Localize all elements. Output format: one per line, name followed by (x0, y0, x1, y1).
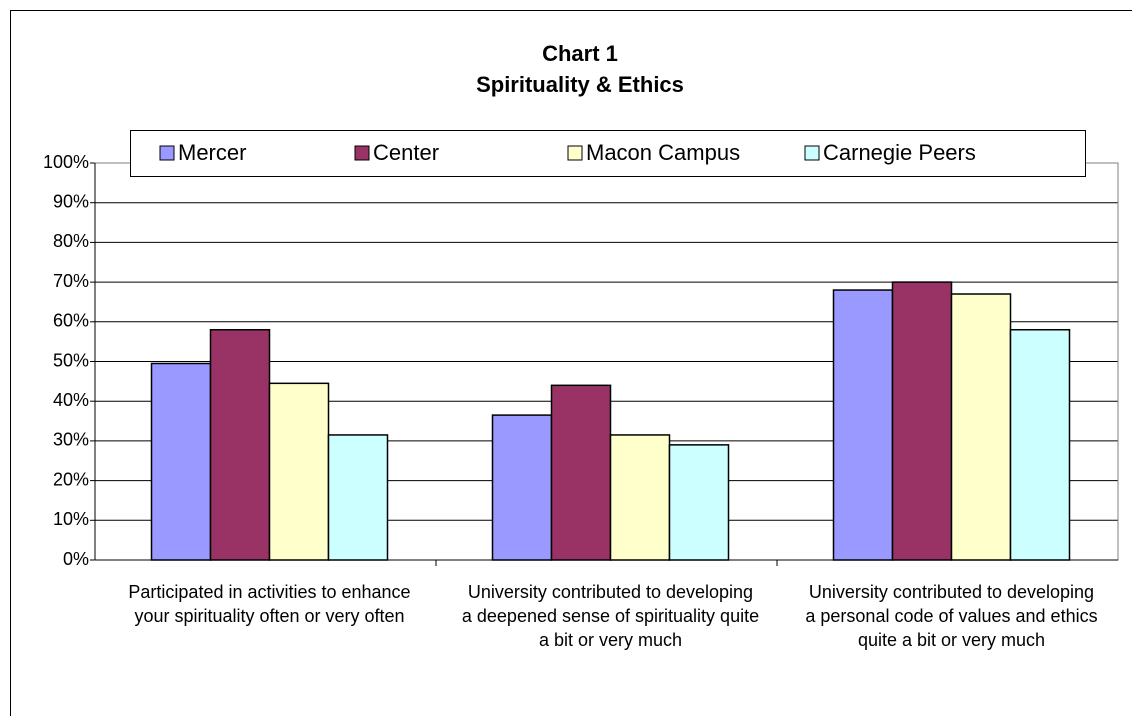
y-tick-label: 60% (53, 311, 89, 331)
y-tick-label: 30% (53, 430, 89, 450)
chart-subtitle: Spirituality & Ethics (476, 72, 684, 97)
chart-border (10, 10, 1132, 716)
y-tick-label: 100% (43, 152, 89, 172)
legend-label: Center (373, 140, 439, 165)
legend-label: Macon Campus (586, 140, 740, 165)
y-tick-label: 10% (53, 509, 89, 529)
bar (609, 434, 671, 561)
legend-swatch (804, 145, 820, 161)
legend-label: Carnegie Peers (823, 140, 976, 165)
y-tick-label: 90% (53, 191, 89, 211)
bar (950, 293, 1012, 561)
bar (491, 414, 553, 561)
y-tick-label: 0% (63, 549, 89, 569)
bar (268, 382, 330, 561)
bar (550, 384, 612, 561)
chart-title: Chart 1 (542, 41, 618, 66)
legend-swatch (159, 145, 175, 161)
bar (891, 281, 953, 561)
x-tick-label: University contributed to developing a d… (461, 582, 760, 650)
legend-swatch (354, 145, 370, 161)
y-tick-label: 20% (53, 469, 89, 489)
bar (209, 328, 271, 561)
y-tick-label: 50% (53, 350, 89, 370)
bar (668, 444, 730, 561)
bar (150, 362, 212, 561)
y-tick-label: 80% (53, 231, 89, 251)
bar (832, 289, 894, 561)
legend-label: Mercer (178, 140, 246, 165)
x-tick-label: Participated in activities to enhance yo… (128, 582, 411, 626)
legend-swatch (567, 145, 583, 161)
y-tick-label: 40% (53, 390, 89, 410)
x-tick-label: University contributed to developing a p… (805, 582, 1098, 650)
y-tick-label: 70% (53, 271, 89, 291)
legend-box (130, 130, 1086, 177)
bar (327, 434, 389, 561)
bar (1009, 328, 1071, 561)
